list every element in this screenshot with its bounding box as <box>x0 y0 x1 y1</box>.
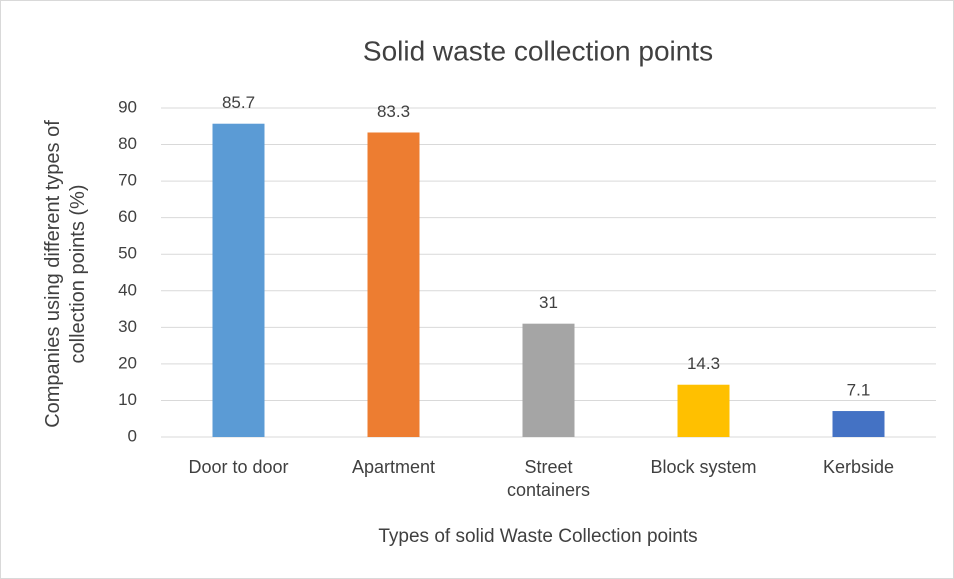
bar <box>522 323 575 437</box>
chart-title: Solid waste collection points <box>363 35 713 66</box>
y-tick-label: 80 <box>118 134 137 153</box>
y-axis-title: Companies using different types of colle… <box>42 120 89 428</box>
y-tick-label: 70 <box>118 171 137 190</box>
bar <box>832 411 885 437</box>
bar <box>367 132 420 437</box>
bar <box>212 123 265 438</box>
y-tick-label: 40 <box>118 280 137 299</box>
bar <box>677 384 730 437</box>
y-tick-label: 0 <box>128 426 137 445</box>
x-tick-label: Block system <box>650 457 757 477</box>
x-axis-title: Types of solid Waste Collection points <box>378 526 698 547</box>
y-tick-label: 10 <box>118 390 137 409</box>
y-tick-label: 50 <box>118 244 137 263</box>
y-tick-label: 90 <box>118 97 137 116</box>
x-tick-label: Street containers <box>506 457 591 500</box>
data-label: 85.7 <box>222 93 255 112</box>
x-tick-label: Kerbside <box>822 457 895 477</box>
data-label: 31 <box>539 293 558 312</box>
data-label: 14.3 <box>687 354 720 373</box>
x-tick-label: Door to door <box>188 457 289 477</box>
data-label: 83.3 <box>377 102 410 121</box>
y-tick-label: 30 <box>118 317 137 336</box>
data-label: 7.1 <box>847 381 871 400</box>
y-tick-label: 60 <box>118 207 137 226</box>
x-tick-label: Apartment <box>351 457 436 477</box>
y-tick-label: 20 <box>118 353 137 372</box>
